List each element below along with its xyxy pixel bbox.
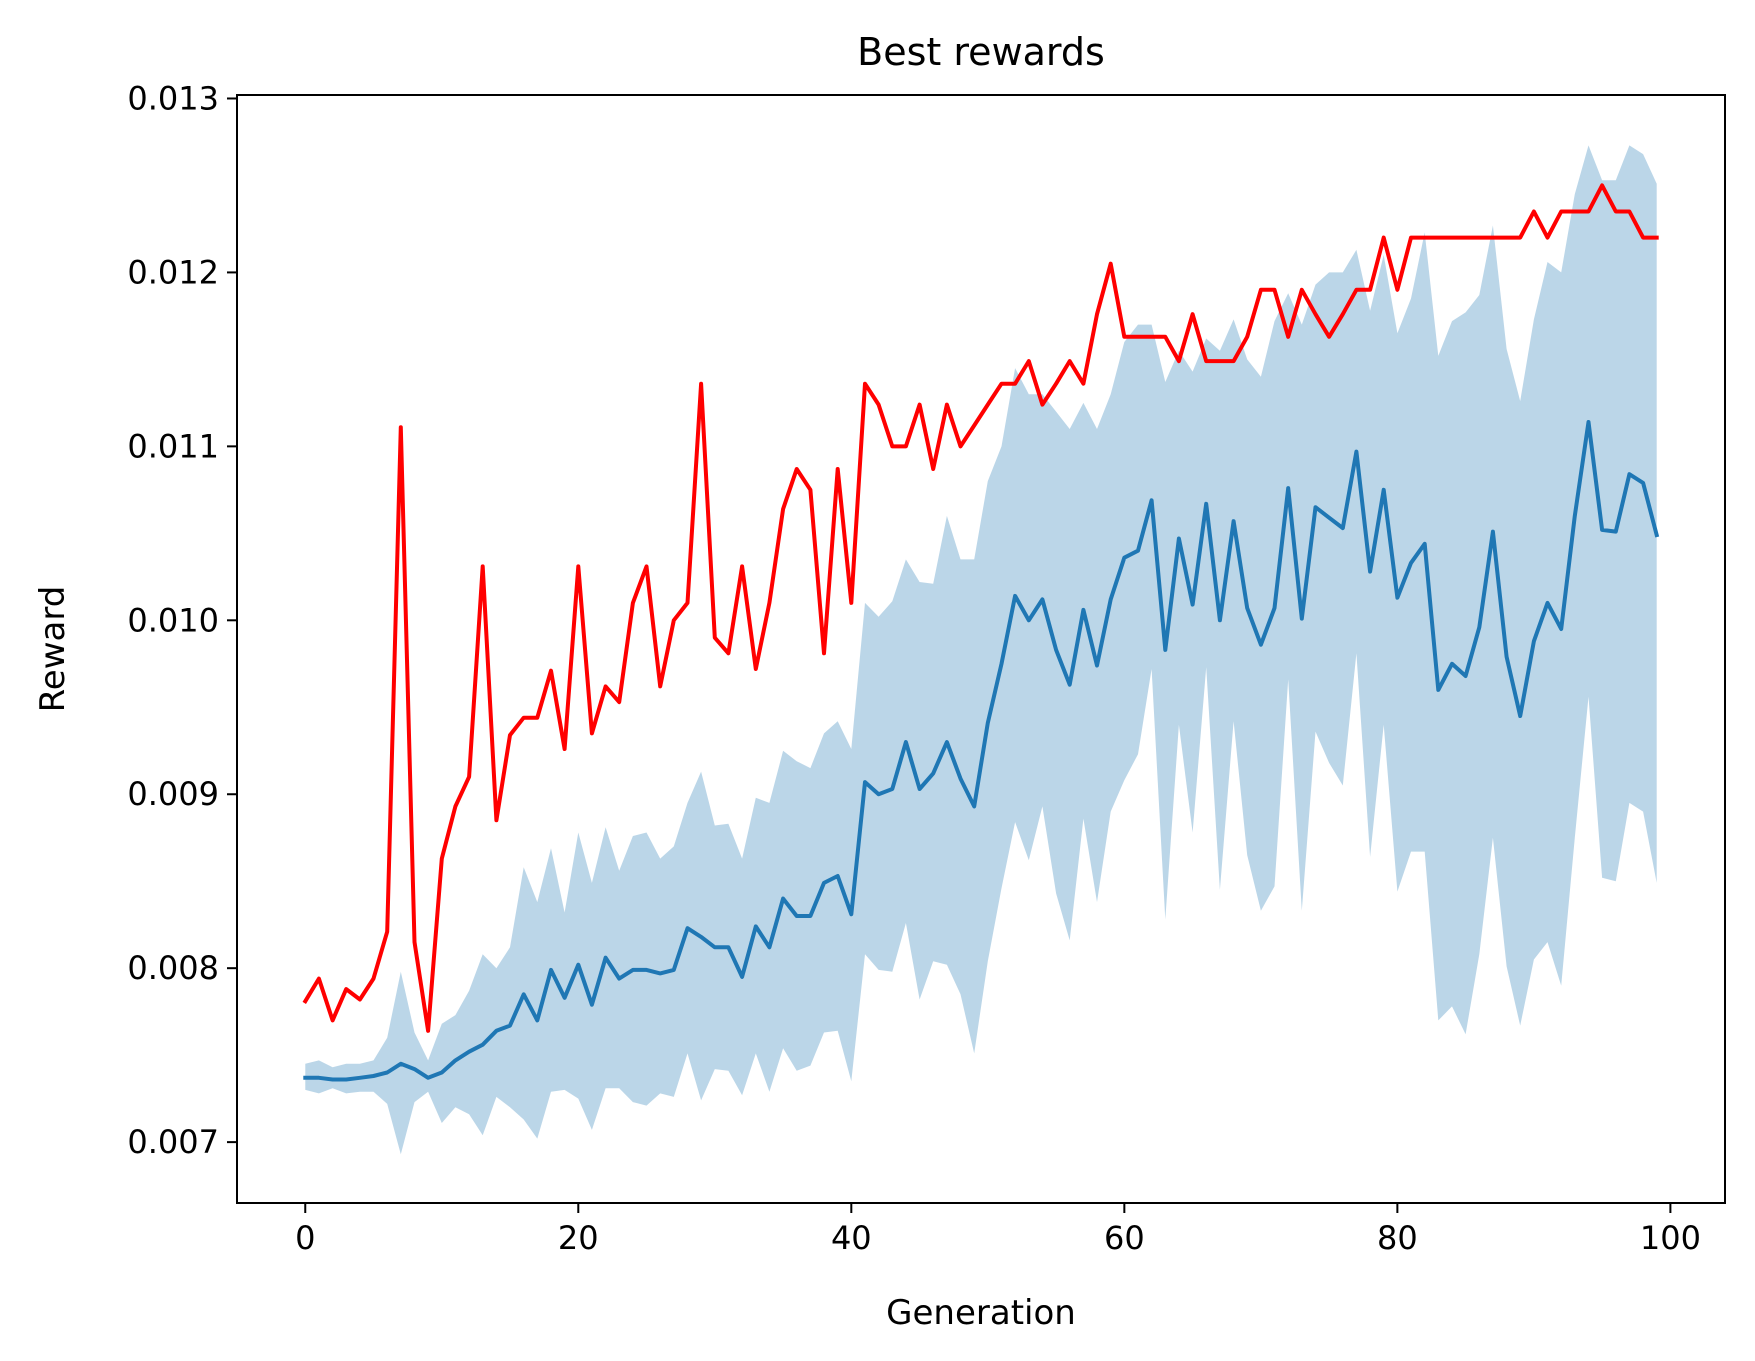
x-tick-label: 20 bbox=[558, 1219, 599, 1257]
series-line-red bbox=[302, 183, 1659, 1033]
y-tick-label: 0.013 bbox=[127, 79, 219, 117]
y-tick-label: 0.007 bbox=[127, 1123, 219, 1161]
y-tick-label: 0.011 bbox=[127, 427, 219, 465]
x-axis-title: Generation bbox=[886, 1293, 1076, 1333]
x-tick-label: 0 bbox=[295, 1219, 315, 1257]
y-axis-title: Reward bbox=[33, 586, 73, 713]
chart-title: Best rewards bbox=[857, 30, 1105, 74]
series-line-blue bbox=[303, 420, 1660, 1082]
y-tick-label: 0.012 bbox=[127, 253, 219, 291]
x-tick-label: 100 bbox=[1640, 1219, 1701, 1257]
x-tick-label: 60 bbox=[1104, 1219, 1145, 1257]
y-tick-label: 0.009 bbox=[127, 775, 219, 813]
plot-frame bbox=[236, 94, 1726, 1204]
confidence-band bbox=[305, 145, 1657, 1155]
x-tick-label: 80 bbox=[1377, 1219, 1418, 1257]
x-tick-label: 40 bbox=[831, 1219, 872, 1257]
y-tick-label: 0.008 bbox=[127, 949, 219, 987]
y-tick-label: 0.010 bbox=[127, 601, 219, 639]
